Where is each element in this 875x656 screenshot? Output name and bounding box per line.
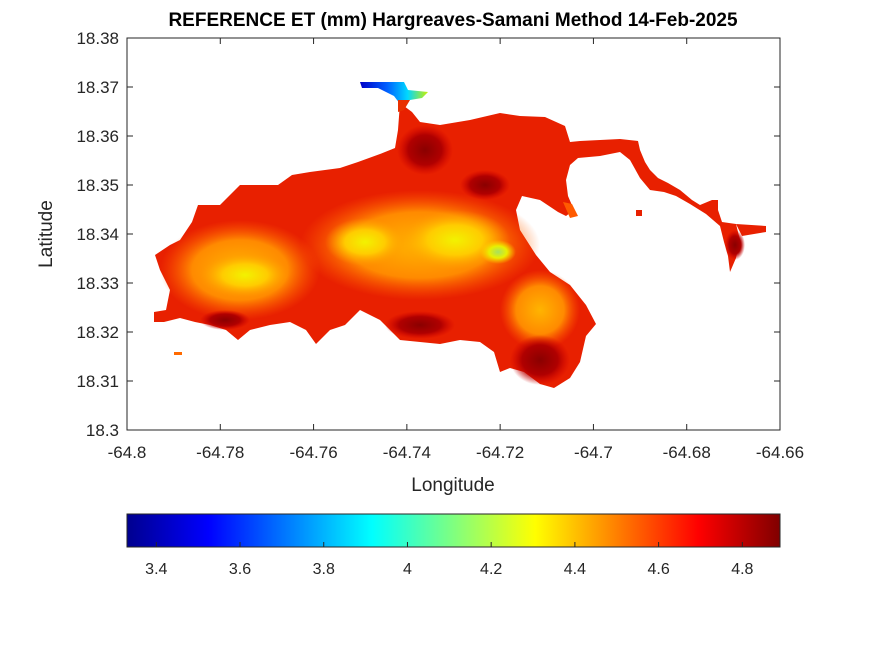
islet-dot (636, 210, 642, 216)
zone-green (480, 240, 516, 264)
x-tick-labels: -64.8 -64.78 -64.76 -64.74 -64.72 -64.7 -64.68… (108, 443, 804, 462)
y-tick-label: 18.3 (86, 421, 119, 440)
y-tick-label: 18.36 (76, 127, 119, 146)
zone-dark-southwest (200, 310, 250, 330)
north-tip (360, 82, 428, 104)
y-axis-label: Latitude (36, 200, 57, 268)
zone-dark-north (397, 125, 453, 175)
et-field (154, 82, 766, 388)
colorbar-tick-label: 3.6 (229, 561, 251, 578)
x-tick-label: -64.66 (756, 443, 804, 462)
zone-yellow-center (325, 218, 405, 266)
zone-dark-south (510, 335, 570, 385)
colorbar-tick-label: 4.4 (564, 561, 586, 578)
zone-orange-south (500, 270, 580, 350)
y-tick-label: 18.31 (76, 372, 119, 391)
y-tick-label: 18.35 (76, 176, 119, 195)
colorbar (126, 513, 781, 548)
x-tick-label: -64.72 (476, 443, 524, 462)
y-tick-label: 18.32 (76, 323, 119, 342)
axis-ticks (126, 37, 781, 431)
zone-dark-central-south (385, 311, 455, 339)
y-tick-labels: 18.3 18.31 18.32 18.33 18.34 18.35 18.36 18.37 1… (76, 29, 119, 440)
y-tick-label: 18.33 (76, 274, 119, 293)
x-tick-label: -64.8 (108, 443, 147, 462)
x-tick-label: -64.68 (663, 443, 711, 462)
islet-east-tip (736, 224, 766, 236)
y-tick-label: 18.34 (76, 225, 119, 244)
x-tick-label: -64.78 (196, 443, 244, 462)
colorbar-tick-labels: 3.4 3.6 3.8 4 4.2 4.4 4.6 4.8 (145, 561, 753, 578)
chart-title: REFERENCE ET (mm) Hargreaves-Samani Meth… (168, 10, 738, 31)
islet-small (563, 202, 578, 218)
islet-west (174, 352, 182, 355)
colorbar-tick-label: 4.8 (731, 561, 753, 578)
y-tick-label: 18.37 (76, 78, 119, 97)
y-tick-label: 18.38 (76, 29, 119, 48)
colorbar-tick-label: 4 (403, 561, 412, 578)
colorbar-tick-label: 4.2 (480, 561, 502, 578)
zone-yellow-west (200, 253, 290, 297)
colorbar-ticks (155, 542, 743, 547)
x-tick-label: -64.76 (289, 443, 337, 462)
x-tick-label: -64.7 (574, 443, 613, 462)
x-tick-label: -64.74 (383, 443, 431, 462)
north-neck (398, 100, 410, 112)
x-axis-label: Longitude (411, 475, 494, 496)
zone-dark-ne (460, 170, 510, 200)
colorbar-tick-label: 4.6 (647, 561, 669, 578)
colorbar-tick-label: 3.4 (145, 561, 167, 578)
zone-dark-east (725, 230, 745, 260)
colorbar-tick-label: 3.8 (313, 561, 335, 578)
